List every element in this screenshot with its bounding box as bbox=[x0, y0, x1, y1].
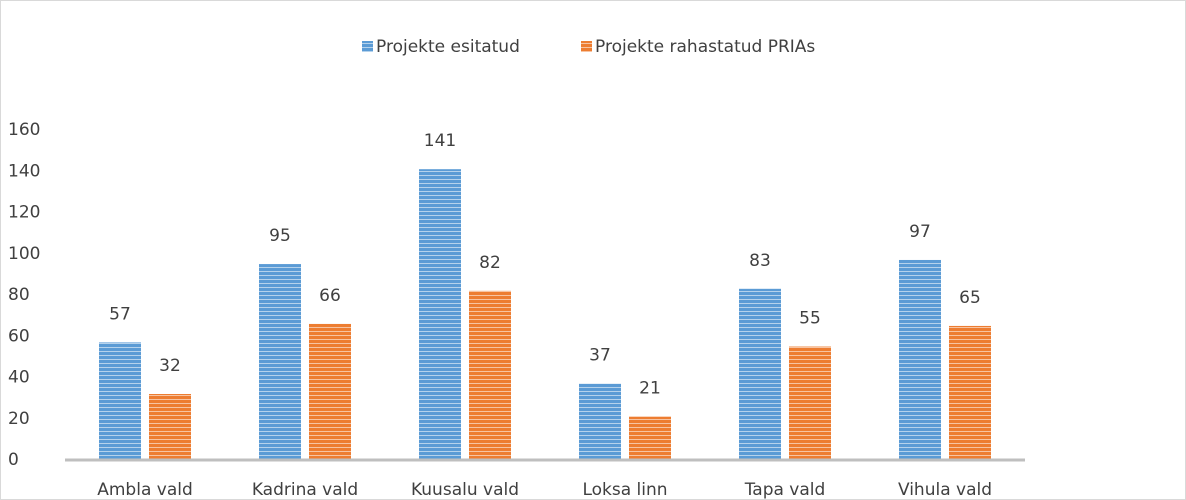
y-tick-label: 20 bbox=[8, 409, 30, 429]
y-tick-label: 120 bbox=[8, 203, 40, 223]
bar bbox=[949, 325, 991, 460]
data-label: 21 bbox=[639, 379, 661, 399]
y-tick-label: 140 bbox=[8, 161, 40, 181]
legend-swatch bbox=[581, 41, 592, 52]
bar bbox=[899, 259, 941, 460]
x-tick-label: Ambla vald bbox=[97, 480, 193, 500]
y-tick-label: 0 bbox=[8, 450, 19, 470]
data-label: 97 bbox=[909, 222, 931, 242]
x-tick-label: Tapa vald bbox=[744, 480, 826, 500]
bar bbox=[469, 290, 511, 460]
x-tick-label: Kadrina vald bbox=[252, 480, 358, 500]
y-tick-label: 60 bbox=[8, 326, 30, 346]
bar bbox=[99, 342, 141, 460]
bar bbox=[739, 288, 781, 460]
bar bbox=[579, 383, 621, 460]
x-tick-label: Vihula vald bbox=[898, 480, 992, 500]
x-tick-label: Loksa linn bbox=[582, 480, 667, 500]
data-label: 83 bbox=[749, 251, 771, 271]
y-tick-label: 40 bbox=[8, 368, 30, 388]
y-tick-label: 160 bbox=[8, 120, 40, 140]
x-tick-label: Kuusalu vald bbox=[411, 480, 519, 500]
bar bbox=[789, 346, 831, 460]
legend-swatch bbox=[362, 41, 373, 52]
y-tick-label: 80 bbox=[8, 285, 30, 305]
data-label: 141 bbox=[424, 131, 456, 151]
bar bbox=[629, 416, 671, 460]
data-label: 65 bbox=[959, 288, 981, 308]
data-label: 37 bbox=[589, 346, 611, 366]
bar bbox=[309, 323, 351, 460]
data-label: 95 bbox=[269, 226, 291, 246]
data-label: 57 bbox=[109, 304, 131, 324]
y-tick-label: 100 bbox=[8, 244, 40, 264]
data-label: 66 bbox=[319, 286, 341, 306]
data-label: 82 bbox=[479, 253, 501, 273]
bar bbox=[419, 169, 461, 460]
legend-label: Projekte rahastatud PRIAs bbox=[595, 37, 815, 57]
legend-label: Projekte esitatud bbox=[376, 37, 520, 57]
data-label: 32 bbox=[159, 356, 181, 376]
bar bbox=[149, 394, 191, 460]
bar bbox=[259, 264, 301, 460]
data-label: 55 bbox=[799, 309, 821, 329]
